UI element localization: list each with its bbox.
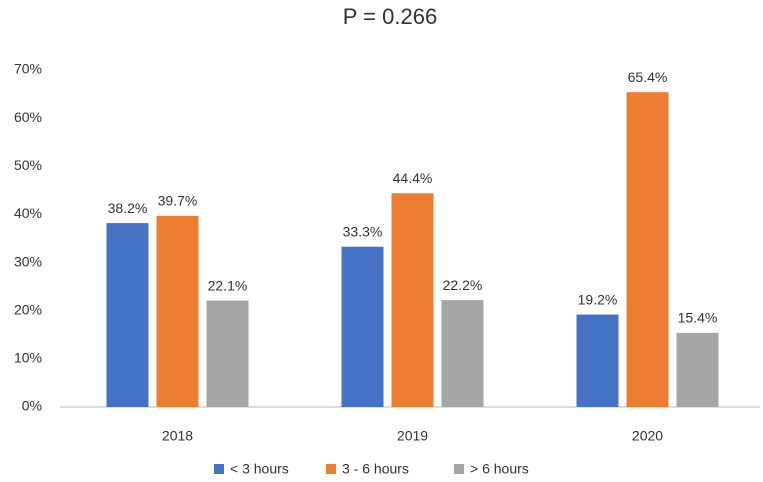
bar xyxy=(156,215,199,407)
y-tick-label: 20% xyxy=(14,301,42,317)
data-label: 33.3% xyxy=(343,223,383,239)
data-label: 65.4% xyxy=(628,69,668,85)
bar xyxy=(206,300,249,407)
chart-title: P = 0.266 xyxy=(343,4,437,29)
y-tick-label: 60% xyxy=(14,109,42,125)
legend-label: > 6 hours xyxy=(470,461,529,477)
data-label: 38.2% xyxy=(108,200,148,216)
y-tick-label: 70% xyxy=(14,61,42,77)
y-tick-label: 50% xyxy=(14,157,42,173)
data-label: 19.2% xyxy=(578,291,618,307)
bar xyxy=(341,246,384,407)
legend-label: < 3 hours xyxy=(230,461,289,477)
x-tick-label: 2018 xyxy=(162,428,193,444)
bar xyxy=(576,314,619,407)
data-label: 22.1% xyxy=(208,277,248,293)
bar xyxy=(676,332,719,407)
bar xyxy=(106,223,149,407)
data-label: 44.4% xyxy=(393,170,433,186)
x-tick-label: 2020 xyxy=(632,428,663,444)
bar xyxy=(391,193,434,407)
data-label: 22.2% xyxy=(443,277,483,293)
y-tick-label: 40% xyxy=(14,205,42,221)
data-label: 39.7% xyxy=(158,193,198,209)
x-tick-label: 2019 xyxy=(397,428,428,444)
bar xyxy=(441,300,484,407)
legend-swatch xyxy=(454,464,464,474)
legend-swatch xyxy=(326,464,336,474)
y-tick-label: 10% xyxy=(14,350,42,366)
legend-label: 3 - 6 hours xyxy=(342,461,409,477)
y-tick-label: 30% xyxy=(14,253,42,269)
bar xyxy=(626,92,669,407)
legend-swatch xyxy=(214,464,224,474)
y-tick-label: 0% xyxy=(22,398,42,414)
data-label: 15.4% xyxy=(678,310,718,326)
